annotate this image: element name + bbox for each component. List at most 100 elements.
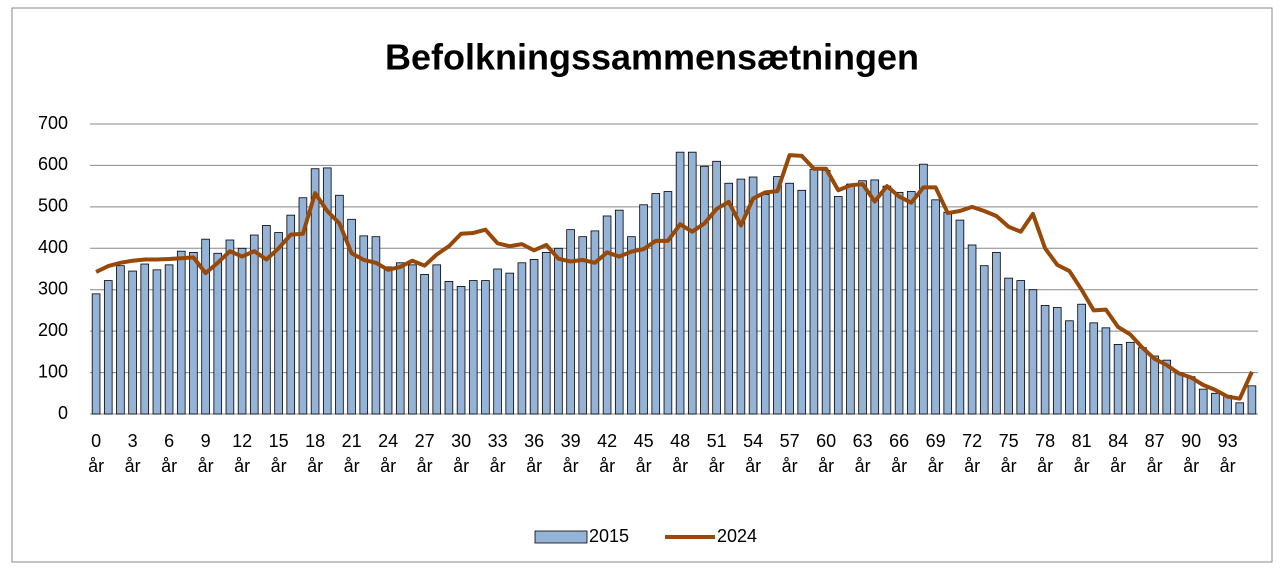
- x-tick-label: 45 år: [633, 431, 654, 476]
- bar: [1077, 303, 1086, 415]
- x-tick-label: 12 år: [232, 431, 253, 476]
- bar: [420, 273, 429, 415]
- legend-label: 2024: [717, 526, 757, 546]
- bar: [627, 236, 636, 415]
- x-tick-label: 66 år: [889, 431, 910, 476]
- bar: [858, 180, 867, 415]
- x-tick-label: 69 år: [925, 431, 946, 476]
- x-tick-label: 48 år: [670, 431, 691, 476]
- y-tick-label: 600: [38, 154, 68, 174]
- bar: [140, 263, 150, 415]
- x-tick-label: 21 år: [341, 431, 362, 476]
- bar: [371, 236, 381, 415]
- bar: [286, 214, 296, 415]
- line: [95, 153, 1254, 401]
- bar: [992, 252, 1001, 415]
- x-tick-label: 9 år: [197, 431, 214, 476]
- y-tick-label: 0: [58, 403, 68, 423]
- x-tick-label: 90 år: [1181, 431, 1202, 476]
- legend-label: 2015: [589, 526, 629, 546]
- bar: [128, 270, 137, 415]
- bar: [687, 151, 697, 415]
- bar: [748, 176, 758, 415]
- x-tick-label: 15 år: [268, 431, 289, 476]
- x-tick-label: 72 år: [962, 431, 983, 476]
- bar: [262, 225, 271, 415]
- bar: [432, 264, 442, 415]
- bar: [919, 163, 928, 415]
- bar: [1198, 388, 1208, 415]
- bar: [639, 204, 648, 415]
- bar: [1150, 355, 1159, 415]
- x-tick-label: 78 år: [1035, 431, 1056, 476]
- bar: [444, 281, 454, 415]
- bar: [322, 167, 332, 415]
- x-tick-label: 87 år: [1144, 431, 1165, 476]
- bar: [979, 265, 989, 415]
- x-tick-label: 75 år: [998, 431, 1019, 476]
- bar: [870, 179, 880, 415]
- bar: [359, 235, 369, 415]
- bar: [481, 280, 490, 415]
- bar: [931, 199, 940, 415]
- bar: [505, 272, 515, 415]
- bar: [1211, 392, 1220, 415]
- bar: [943, 211, 953, 415]
- x-tick-label: 3 år: [124, 431, 141, 476]
- x-tick-label: 36 år: [524, 431, 545, 476]
- bar: [395, 262, 405, 415]
- bar: [1065, 320, 1074, 415]
- y-tick-label: 200: [38, 320, 68, 340]
- bar: [1247, 385, 1257, 415]
- y-tick-label: 700: [38, 113, 68, 133]
- bar: [712, 160, 721, 415]
- bar: [833, 196, 843, 415]
- x-tick-label: 51 år: [706, 431, 727, 476]
- y-tick-label: 100: [38, 361, 68, 381]
- y-tick-label: 300: [38, 278, 68, 298]
- bar: [335, 194, 344, 415]
- bar: [1028, 289, 1038, 415]
- bar: [566, 229, 575, 415]
- x-tick-label: 24 år: [378, 431, 399, 476]
- bar: [906, 191, 916, 415]
- bar: [310, 168, 320, 415]
- bar: [785, 182, 794, 415]
- x-tick-label: 39 år: [560, 431, 581, 476]
- bar: [213, 252, 223, 415]
- bar: [1174, 372, 1184, 415]
- bar: [116, 265, 125, 415]
- x-tick-label: 18 år: [305, 431, 326, 476]
- x-tick-label: 63 år: [852, 431, 873, 476]
- bar: [651, 193, 661, 415]
- x-tick-label: 0 år: [88, 431, 105, 476]
- bar: [408, 264, 417, 415]
- bar: [809, 169, 819, 415]
- bar: [967, 244, 977, 415]
- x-tick-label: 33 år: [487, 431, 508, 476]
- bar: [663, 191, 673, 415]
- bar: [1235, 402, 1245, 415]
- bar: [1186, 376, 1196, 415]
- bar: [541, 252, 551, 415]
- x-tick-label: 6 år: [161, 431, 178, 476]
- bar: [590, 230, 600, 415]
- bar: [189, 252, 198, 415]
- bar: [821, 169, 831, 415]
- bar: [1004, 277, 1013, 415]
- bar: [201, 238, 210, 415]
- bar: [1138, 347, 1147, 415]
- x-tick-label: 57 år: [779, 431, 800, 476]
- bar: [846, 183, 855, 415]
- bar: [529, 259, 539, 415]
- bar: [493, 268, 502, 415]
- bar: [225, 239, 235, 415]
- bar: [1016, 280, 1026, 415]
- bar: [1040, 305, 1050, 415]
- bar: [955, 219, 965, 415]
- bar: [383, 266, 393, 415]
- y-tick-label: 500: [38, 196, 68, 216]
- bar: [517, 262, 527, 415]
